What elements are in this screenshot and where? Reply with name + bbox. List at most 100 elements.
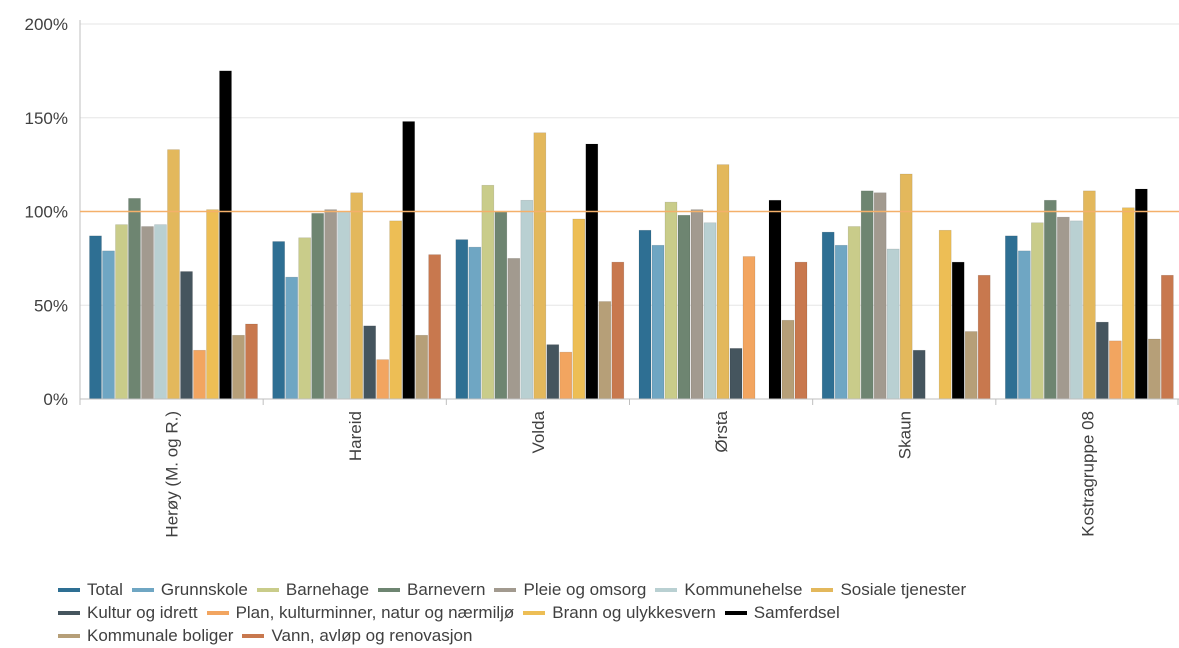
legend-item: Total bbox=[58, 580, 123, 600]
bar bbox=[1057, 216, 1070, 400]
bar bbox=[389, 220, 402, 400]
legend-item: Plan, kulturminner, natur og nærmiljø bbox=[206, 602, 515, 623]
legend-item: Kultur og idrett bbox=[58, 603, 198, 623]
bar bbox=[232, 334, 245, 400]
bar bbox=[821, 231, 835, 400]
legend-item: Sosiale tjenester bbox=[811, 580, 966, 600]
legend-item: Vann, avløp og renovasjon bbox=[242, 626, 472, 646]
legend-row: Kommunale boliger Vann, avløp og renovasj… bbox=[58, 624, 1168, 647]
bar bbox=[677, 214, 691, 400]
bar bbox=[193, 349, 206, 400]
y-tick-label: 100% bbox=[25, 203, 68, 222]
legend-label: Kultur og idrett bbox=[87, 602, 198, 622]
bar bbox=[1044, 199, 1057, 400]
bar bbox=[128, 198, 141, 400]
bar bbox=[1018, 250, 1031, 400]
legend-swatch bbox=[523, 610, 546, 615]
legend-item: Barnehage bbox=[256, 580, 369, 600]
legend-label: Pleie og omsorg bbox=[523, 579, 647, 599]
bar bbox=[1109, 340, 1122, 400]
bar bbox=[507, 258, 521, 400]
bar bbox=[415, 334, 428, 400]
bar bbox=[324, 209, 337, 400]
legend-label: Grunnskole bbox=[160, 579, 248, 599]
legend-swatch bbox=[58, 610, 80, 615]
legend-swatch bbox=[58, 633, 80, 638]
bar bbox=[1096, 321, 1109, 400]
legend-row: Total Grunnskole Barnehage Barnevern Pleie o… bbox=[58, 578, 1168, 601]
bar bbox=[206, 209, 219, 400]
legend-label: Plan, kulturminner, natur og nærmiljø bbox=[235, 602, 515, 622]
bar bbox=[245, 323, 258, 400]
bar bbox=[572, 218, 586, 400]
bar bbox=[781, 319, 795, 400]
legend: Total Grunnskole Barnehage Barnevern Pleie o… bbox=[58, 578, 1168, 647]
bar bbox=[285, 276, 298, 400]
bar bbox=[1135, 188, 1148, 400]
legend-label: Vann, avløp og renovasjon bbox=[271, 625, 473, 645]
legend-label: Kommunale boliger bbox=[87, 625, 234, 645]
bar bbox=[703, 222, 717, 400]
bar bbox=[520, 199, 534, 400]
bar bbox=[363, 325, 376, 400]
legend-swatch bbox=[256, 587, 279, 592]
legend-swatch bbox=[811, 587, 834, 592]
bar bbox=[102, 250, 115, 400]
bar bbox=[794, 261, 808, 400]
bar bbox=[1005, 235, 1018, 400]
bar bbox=[585, 143, 599, 400]
bar bbox=[455, 239, 469, 400]
bar bbox=[912, 349, 926, 400]
bar bbox=[716, 164, 730, 400]
bar bbox=[847, 226, 861, 400]
bar bbox=[180, 271, 193, 400]
bar bbox=[89, 235, 102, 400]
bar bbox=[611, 261, 625, 400]
y-tick-label: 0% bbox=[43, 390, 68, 409]
y-tick-label: 200% bbox=[25, 15, 68, 34]
legend-item: Grunnskole bbox=[131, 579, 248, 600]
bar bbox=[546, 344, 560, 400]
bar bbox=[402, 121, 415, 400]
legend-item: Samferdsel bbox=[724, 603, 840, 623]
bar bbox=[886, 248, 900, 400]
x-tick-label: Kostragruppe 08 bbox=[1078, 411, 1097, 537]
bar bbox=[311, 213, 324, 400]
x-tick-label: Skaun bbox=[895, 411, 914, 459]
bar bbox=[873, 192, 887, 400]
legend-swatch bbox=[724, 610, 747, 615]
bar bbox=[428, 254, 441, 400]
legend-swatch bbox=[494, 587, 517, 592]
bar bbox=[141, 226, 154, 400]
bar bbox=[742, 256, 756, 400]
bar bbox=[219, 70, 232, 400]
bar bbox=[1148, 338, 1161, 400]
bar bbox=[664, 201, 678, 400]
legend-row: Kultur og idrett Plan, kulturminner, natu… bbox=[58, 601, 1168, 624]
bar bbox=[1161, 274, 1174, 400]
legend-label: Barnevern bbox=[407, 579, 486, 599]
bar bbox=[1070, 220, 1083, 400]
legend-label: Total bbox=[87, 579, 123, 599]
bar bbox=[494, 211, 508, 400]
legend-swatch bbox=[58, 587, 80, 592]
bar bbox=[167, 149, 180, 400]
bar bbox=[860, 190, 874, 400]
bar bbox=[350, 192, 363, 400]
bar bbox=[938, 229, 952, 400]
bar bbox=[651, 244, 665, 400]
bar-chart: 0% 50% 100% 150% 200% Herøy (M. og R.) Hareid V… bbox=[25, 15, 1179, 538]
bar bbox=[376, 359, 389, 400]
bar bbox=[533, 132, 547, 400]
legend-item: Barnevern bbox=[378, 580, 485, 600]
bar bbox=[598, 301, 612, 400]
legend-item: Brann og ulykkesvern bbox=[523, 603, 716, 623]
bar bbox=[834, 244, 848, 400]
y-tick-label: 50% bbox=[34, 296, 68, 315]
bar bbox=[1031, 222, 1044, 400]
legend-label: Sosiale tjenester bbox=[840, 579, 967, 599]
legend-swatch bbox=[655, 587, 678, 592]
legend-label: Kommunehelse bbox=[684, 579, 803, 599]
legend-item: Kommunale boliger bbox=[58, 626, 233, 646]
